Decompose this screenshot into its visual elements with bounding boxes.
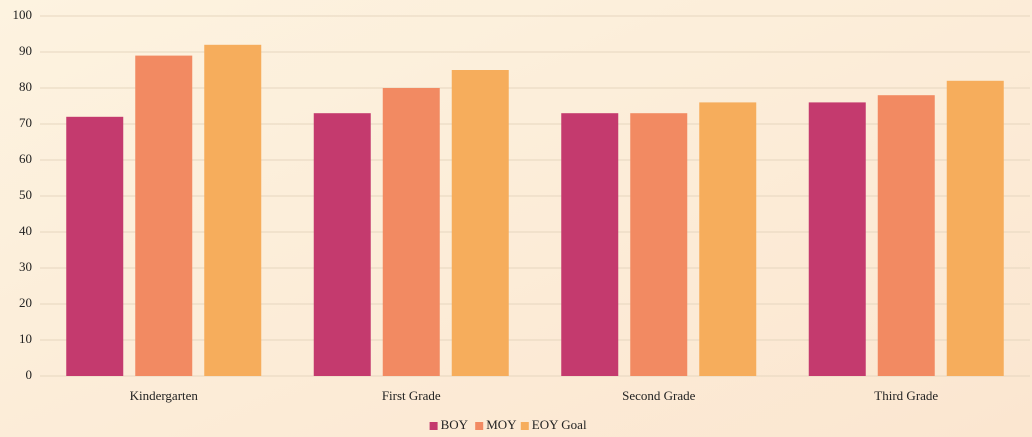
bar — [630, 113, 688, 376]
legend-label: EOY Goal — [532, 417, 587, 432]
legend-swatch — [429, 422, 438, 430]
y-tick-label: 10 — [19, 331, 32, 346]
bar — [451, 70, 509, 376]
bar — [382, 88, 440, 376]
bar — [561, 113, 619, 376]
legend-swatch — [475, 422, 484, 430]
x-tick-label: Third Grade — [874, 388, 938, 403]
y-tick-label: 100 — [13, 7, 33, 22]
y-tick-label: 0 — [26, 367, 33, 382]
legend-label: BOY — [441, 417, 469, 432]
legend-swatch — [520, 422, 529, 430]
y-tick-label: 50 — [19, 187, 32, 202]
bar — [204, 44, 262, 377]
y-tick-label: 60 — [19, 151, 32, 166]
y-tick-label: 30 — [19, 259, 32, 274]
bar — [313, 113, 371, 376]
x-tick-label: First Grade — [382, 388, 441, 403]
y-tick-label: 20 — [19, 295, 32, 310]
x-tick-label: Second Grade — [622, 388, 696, 403]
y-tick-label: 40 — [19, 223, 32, 238]
bar — [877, 95, 935, 376]
y-tick-label: 90 — [19, 43, 32, 58]
bar — [135, 55, 193, 376]
y-tick-label: 80 — [19, 79, 32, 94]
bar — [699, 102, 757, 377]
bar — [808, 102, 866, 377]
bar — [66, 116, 124, 377]
x-tick-label: Kindergarten — [130, 388, 199, 403]
y-tick-label: 70 — [19, 115, 32, 130]
legend-label: MOY — [486, 417, 517, 432]
bar — [946, 80, 1004, 377]
